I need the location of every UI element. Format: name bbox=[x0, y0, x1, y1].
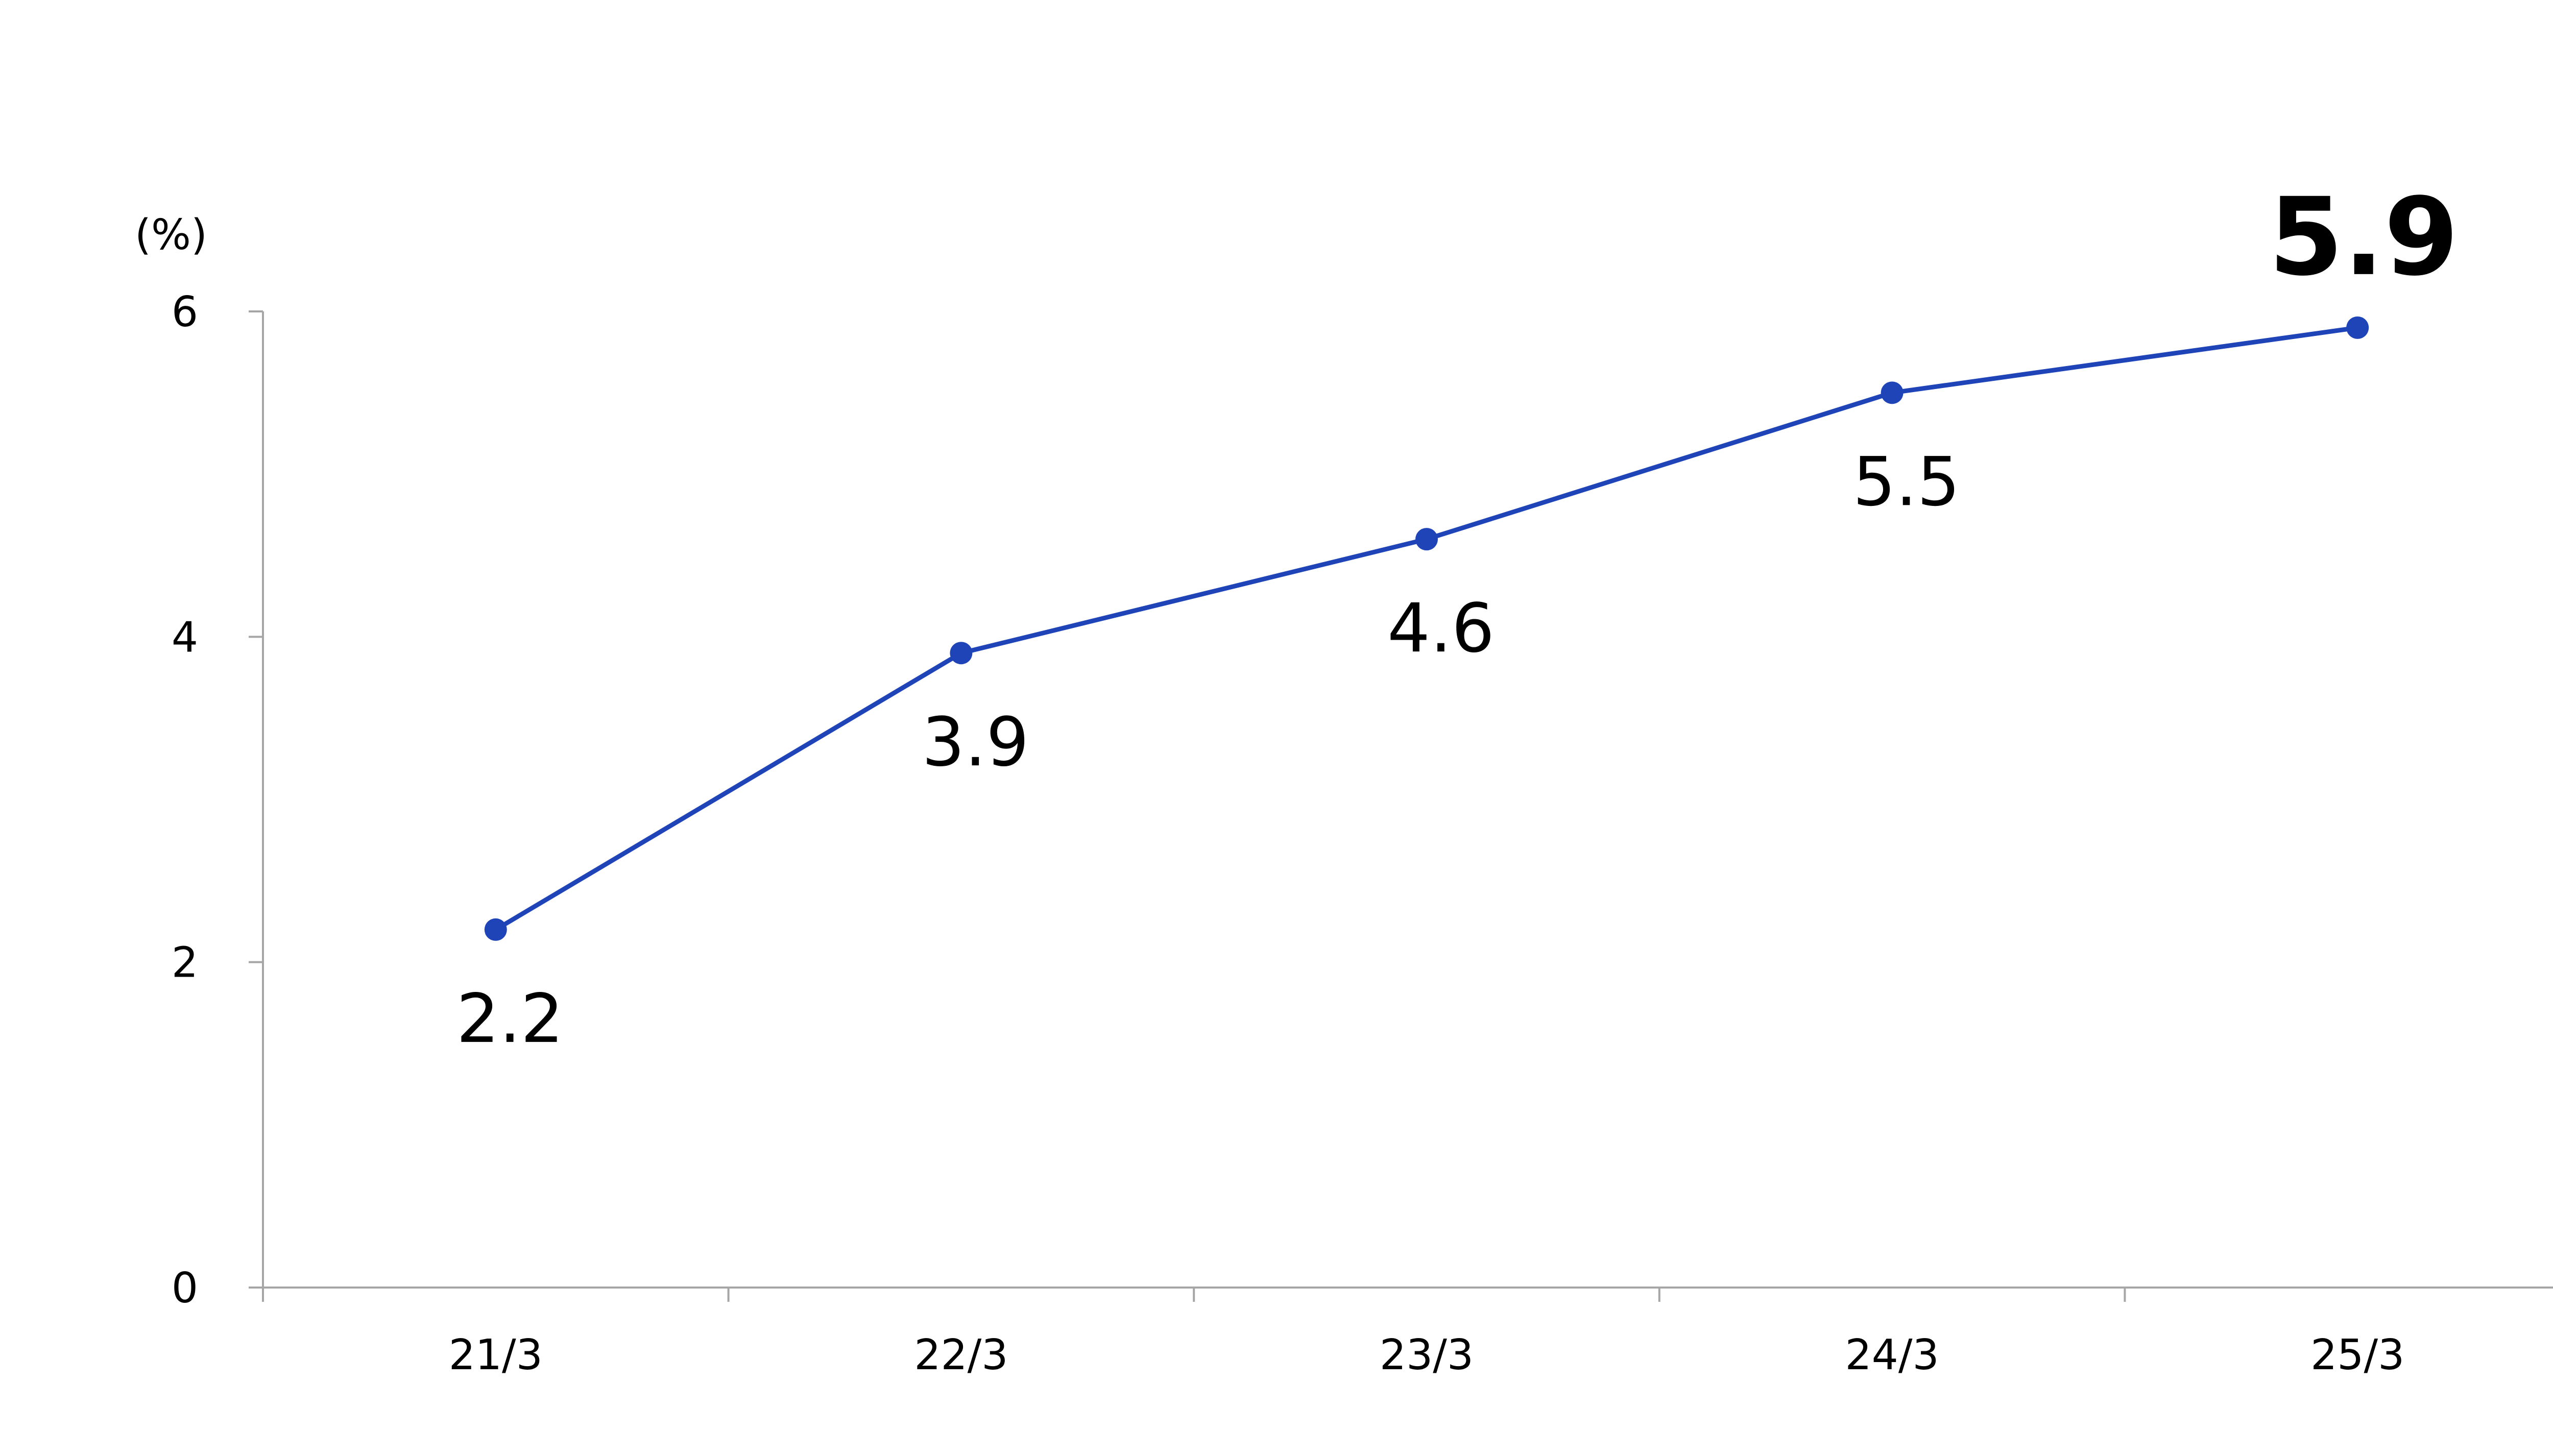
x-tick-label: 21/3 bbox=[449, 1331, 543, 1379]
data-point bbox=[484, 918, 507, 941]
x-tick-label: 25/3 bbox=[2310, 1331, 2404, 1379]
y-tick-label: 6 bbox=[172, 288, 198, 336]
data-label: 2.2 bbox=[456, 980, 564, 1058]
data-label-emphasized: 5.9 bbox=[2269, 175, 2459, 300]
data-point bbox=[950, 642, 973, 665]
data-label: 4.6 bbox=[1387, 589, 1495, 668]
x-axis-ticks: 21/3 22/3 23/3 24/3 25/3 bbox=[262, 1288, 2404, 1379]
axes bbox=[262, 311, 2553, 1289]
x-tick-label: 23/3 bbox=[1380, 1331, 1474, 1379]
x-tick-label: 24/3 bbox=[1845, 1331, 1939, 1379]
x-tick-label: 22/3 bbox=[914, 1331, 1008, 1379]
data-label: 5.5 bbox=[1853, 443, 1960, 521]
y-tick-label: 0 bbox=[172, 1264, 198, 1313]
y-axis-ticks: 0 2 4 6 bbox=[172, 288, 263, 1313]
data-point bbox=[2346, 316, 2369, 339]
y-tick-label: 2 bbox=[172, 939, 198, 987]
data-labels: 2.2 3.9 4.6 5.5 5.9 bbox=[456, 175, 2459, 1058]
data-point bbox=[1881, 381, 1904, 404]
y-tick-label: 4 bbox=[172, 613, 198, 662]
data-point bbox=[1415, 528, 1438, 551]
data-series bbox=[484, 316, 2369, 941]
y-axis-unit-label: (%) bbox=[135, 211, 207, 259]
data-label: 3.9 bbox=[922, 703, 1029, 782]
